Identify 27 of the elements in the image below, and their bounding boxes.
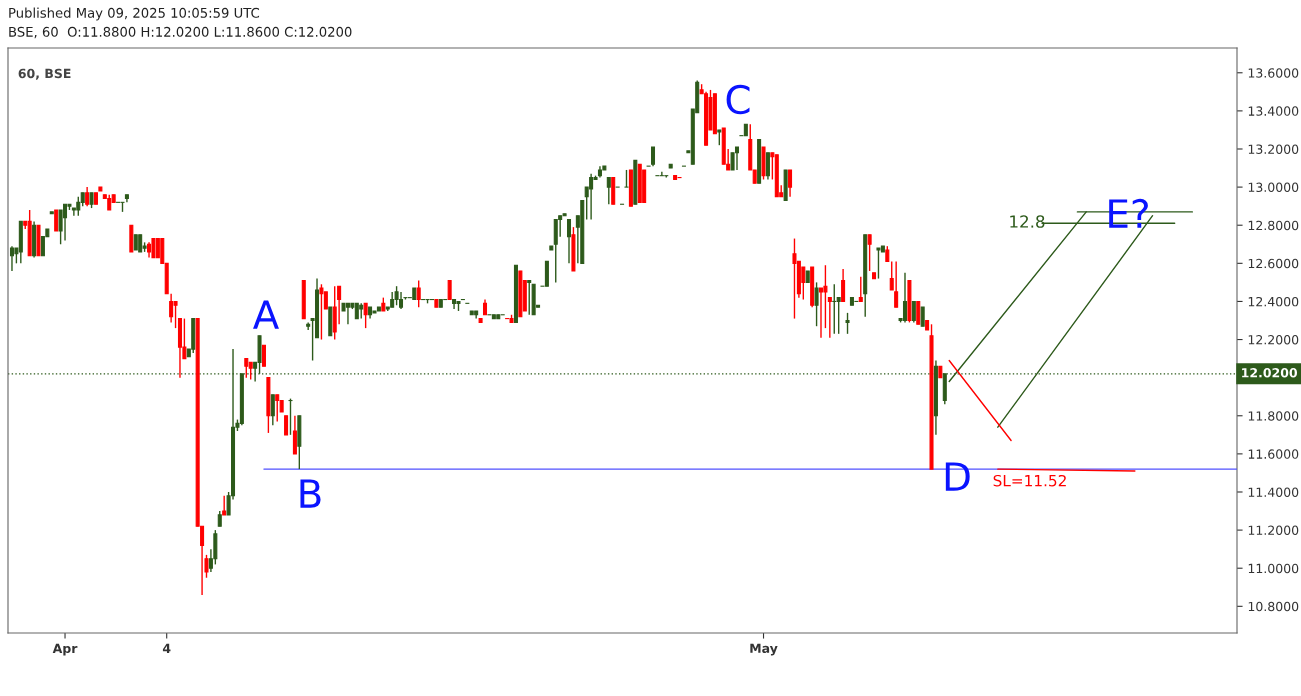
y-tick-label: 13.0000 bbox=[1248, 182, 1299, 193]
y-tick-label: 10.8000 bbox=[1248, 601, 1299, 612]
annotation: 12.8 bbox=[1010, 215, 1045, 228]
annotation: A bbox=[253, 300, 279, 329]
y-tick-label: 12.8000 bbox=[1248, 220, 1299, 231]
text: 60, BSE bbox=[18, 68, 71, 80]
y-tick-label: 13.4000 bbox=[1248, 106, 1299, 116]
annotation: D bbox=[945, 462, 970, 491]
y-tick-label: 12.4000 bbox=[1248, 296, 1299, 307]
annotation: SL=11.52 bbox=[993, 474, 1066, 487]
y-tick-label: 11.0000 bbox=[1248, 563, 1299, 574]
x-tick-label: 4 bbox=[162, 643, 171, 653]
text: BSE, 60 O:11.8800 H:12.0200 L:11.8600 C:12.0200 bbox=[9, 26, 352, 39]
y-tick-label: 11.4000 bbox=[1248, 487, 1299, 497]
ref-line-label: 12.0200 bbox=[1242, 368, 1298, 378]
y-tick-label: 13.6000 bbox=[1248, 68, 1299, 78]
y-tick-label: 11.8000 bbox=[1248, 411, 1299, 421]
y-tick-label: 11.6000 bbox=[1248, 449, 1299, 459]
annotation: C bbox=[726, 84, 750, 115]
y-tick-label: 11.2000 bbox=[1248, 525, 1299, 536]
y-tick-label: 12.6000 bbox=[1248, 258, 1299, 269]
x-tick-label: Apr bbox=[52, 643, 78, 656]
y-tick-label: 13.2000 bbox=[1248, 144, 1299, 154]
x-tick-label: May bbox=[750, 643, 778, 656]
y-tick-label: 12.2000 bbox=[1248, 335, 1299, 345]
text: Published May 09, 2025 10:05:59 UTC bbox=[9, 7, 260, 21]
annotation: B bbox=[300, 479, 321, 508]
